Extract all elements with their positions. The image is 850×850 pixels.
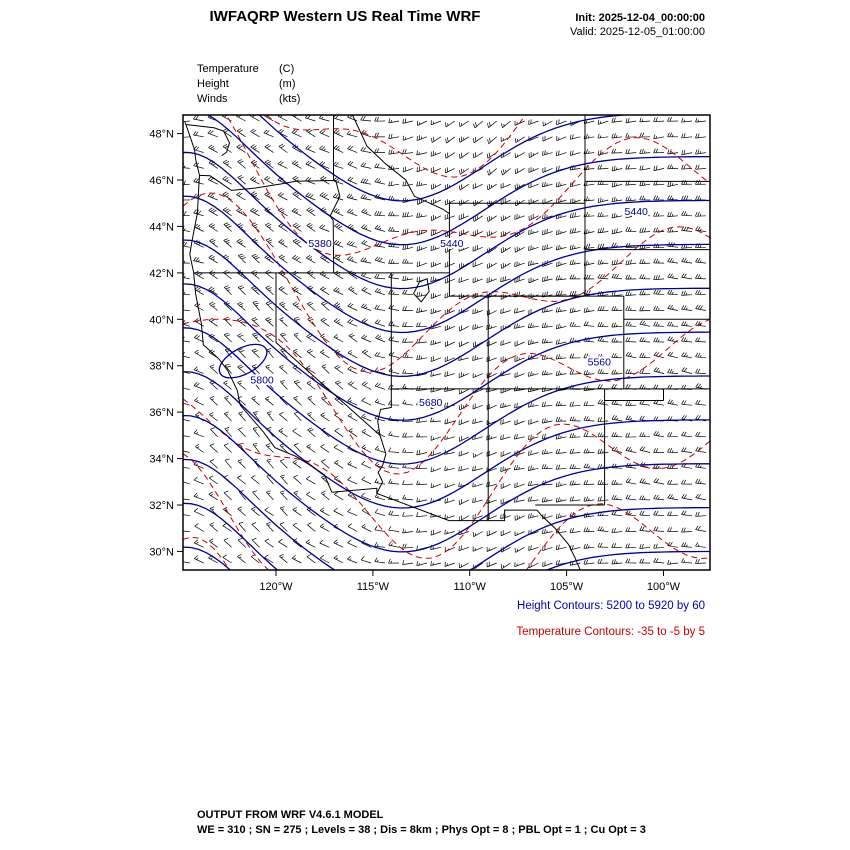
lon-tick-label: 115°W: [357, 581, 390, 593]
height-contour-label: 5440: [625, 206, 649, 218]
valid-label: Valid:: [570, 26, 597, 38]
valid-time: Valid: 2025-12-05_01:00:00: [570, 25, 705, 39]
model-footer: OUTPUT FROM WRF V4.6.1 MODEL WE = 310 ; …: [197, 808, 646, 838]
height-contour-label: 5440: [440, 238, 464, 250]
lat-tick-label: 34°N: [149, 454, 174, 466]
page-title: IWFAQRP Western US Real Time WRF: [209, 8, 481, 25]
legend-row-height: Height (m): [197, 77, 300, 92]
lat-tick-label: 38°N: [149, 361, 174, 373]
legend-temperature-unit: (C): [279, 63, 295, 75]
legend-winds-unit: (kts): [279, 93, 301, 105]
lat-tick-label: 44°N: [149, 221, 174, 233]
height-contour-label: 5560: [588, 356, 612, 368]
legend-temperature-name: Temperature: [197, 63, 259, 75]
init-time: Init: 2025-12-04_00:00:00: [570, 11, 705, 25]
height-contour-label: 5680: [419, 397, 443, 409]
variable-legend: Temperature (C) Height (m) Winds (kts): [197, 62, 300, 107]
lat-tick-label: 36°N: [149, 407, 174, 419]
lat-tick-label: 40°N: [149, 314, 174, 326]
height-contour-labels: 5380 5440 5440 5560 5680 5800: [248, 204, 650, 411]
footer-line2: WE = 310 ; SN = 275 ; Levels = 38 ; Dis …: [197, 824, 646, 836]
lat-tick-label: 48°N: [149, 129, 174, 141]
lon-tick-label: 105°W: [550, 581, 584, 593]
height-contour-lines: [183, 115, 710, 570]
valid-value: 2025-12-05_01:00:00: [599, 26, 705, 38]
legend-winds-name: Winds: [197, 93, 228, 105]
height-contour-label: 5380: [308, 238, 332, 250]
lat-tick-label: 42°N: [149, 268, 174, 280]
axis-ticks: 30°N 32°N 34°N 36°N 38°N 40°N 42°N 44°N 46°N 48°N…: [149, 129, 680, 593]
legend-row-winds: Winds (kts): [197, 92, 300, 107]
init-value: 2025-12-04_00:00:00: [598, 12, 705, 24]
wind-barb-field: [183, 115, 706, 570]
footer-line1: OUTPUT FROM WRF V4.6.1 MODEL: [197, 809, 384, 821]
lat-tick-label: 46°N: [149, 175, 174, 187]
run-times: Init: 2025-12-04_00:00:00 Valid: 2025-12…: [570, 11, 705, 39]
height-contours-caption: Height Contours: 5200 to 5920 by 60: [517, 600, 705, 612]
legend-row-temperature: Temperature (C): [197, 62, 300, 77]
temperature-contour-lines: [183, 115, 710, 570]
lat-tick-label: 32°N: [149, 500, 174, 512]
lon-tick-label: 120°W: [259, 581, 293, 593]
closed-low-contour: [218, 343, 268, 379]
height-contour-label: 5800: [250, 375, 274, 387]
state-boundaries: [184, 115, 710, 570]
legend-height-name: Height: [197, 78, 229, 90]
legend-height-unit: (m): [279, 78, 296, 90]
lat-tick-label: 30°N: [149, 546, 174, 558]
lon-tick-label: 100°W: [647, 581, 681, 593]
lon-tick-label: 110°W: [454, 581, 487, 593]
temperature-contours-caption: Temperature Contours: -35 to -5 by 5: [516, 626, 705, 638]
init-label: Init:: [575, 12, 596, 24]
map-frame: [182, 114, 711, 571]
